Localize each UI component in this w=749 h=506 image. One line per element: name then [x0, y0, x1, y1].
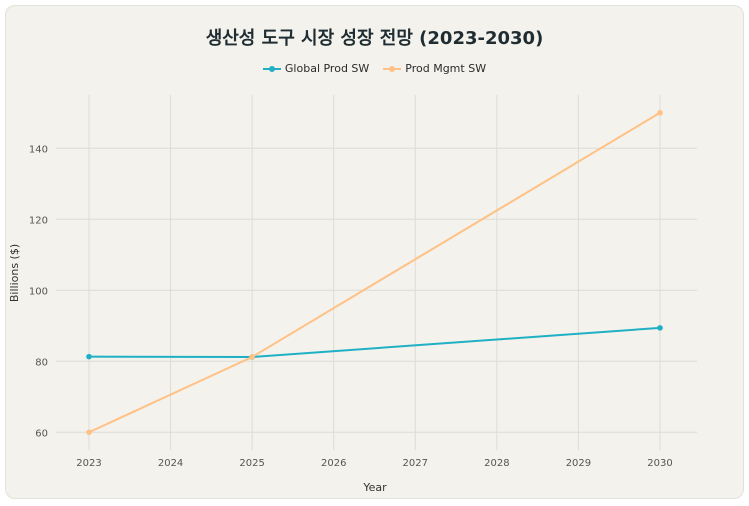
x-tick-label: 2027	[403, 458, 428, 469]
y-tick-label: 60	[35, 428, 48, 439]
legend-item-global-prod-sw[interactable]: Global Prod SW	[262, 62, 370, 75]
chart-card	[5, 5, 744, 499]
x-tick-label: 2028	[484, 458, 509, 469]
series-line-0	[88, 326, 661, 358]
x-tick-label: 2025	[239, 458, 264, 469]
x-tick-label: 2026	[321, 458, 346, 469]
y-axis-label: Billions ($)	[8, 244, 21, 302]
data-point-1	[249, 354, 255, 360]
x-tick-label: 2023	[76, 458, 101, 469]
legend-swatch-global	[262, 64, 281, 74]
data-point-0	[86, 353, 92, 360]
chart-legend: Global Prod SW Prod Mgmt SW	[0, 62, 749, 75]
y-tick-label: 80	[35, 357, 48, 368]
grid-layer	[56, 95, 697, 450]
x-tick-label: 2024	[158, 458, 183, 469]
legend-item-prod-mgmt-sw[interactable]: Prod Mgmt SW	[383, 62, 486, 75]
y-tick-label: 140	[29, 144, 48, 155]
legend-label-mgmt: Prod Mgmt SW	[405, 62, 487, 75]
series-line-1	[88, 111, 661, 434]
legend-swatch-mgmt	[383, 64, 402, 74]
legend-label-global: Global Prod SW	[284, 62, 370, 75]
data-point-0	[657, 325, 663, 331]
tick-layer: 2023 2024 2025 2026 2027 2028 2029 2030 60 80 100 1…	[29, 144, 673, 469]
data-point-1	[86, 429, 92, 436]
chart-title: 생산성 도구 시장 성장 전망 (2023-2030)	[205, 28, 544, 49]
x-tick-label: 2029	[566, 458, 591, 469]
data-point-1	[657, 109, 663, 116]
y-tick-label: 100	[29, 286, 48, 297]
x-tick-label: 2030	[647, 458, 672, 469]
series-layer	[86, 109, 663, 436]
x-axis-label: Year	[362, 481, 387, 494]
y-tick-label: 120	[29, 215, 48, 226]
